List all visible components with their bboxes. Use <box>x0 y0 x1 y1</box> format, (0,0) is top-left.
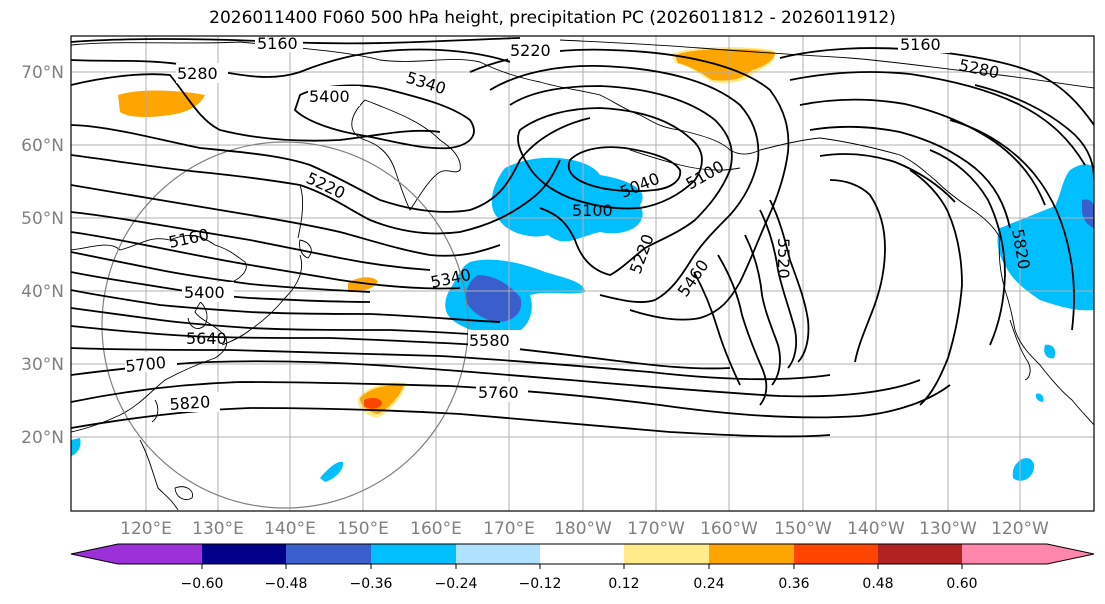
map-title: 2026011400 F060 500 hPa height, precipit… <box>209 8 896 28</box>
coast-aleutians <box>629 149 741 171</box>
map-frame <box>70 35 1095 512</box>
colorbar-extend-max <box>1047 544 1094 564</box>
colorbar-tick-label: 0.24 <box>693 576 724 592</box>
graticule <box>71 36 1094 511</box>
colorbar-tick-label: −0.48 <box>265 576 308 592</box>
coastlines <box>71 39 1094 511</box>
precip-royal-east <box>1082 199 1094 228</box>
precip-orange-ne <box>675 48 775 81</box>
lon-label: 140°E <box>264 519 316 539</box>
colorbar-tick-label: 0.60 <box>946 576 977 592</box>
lon-label: 180°W <box>554 519 612 539</box>
coast-hokkaido <box>299 239 312 259</box>
colorbar: −0.60 −0.48 −0.36 −0.24 −0.12 0.12 0.24 … <box>70 543 1095 592</box>
contour-label: 5160 <box>900 35 941 54</box>
colorbar-bin <box>962 544 1048 564</box>
contour-label: 5100 <box>572 201 613 220</box>
lon-label: 160°W <box>700 519 758 539</box>
contour-label: 5820 <box>169 392 211 414</box>
lat-label: 30°N <box>21 355 64 375</box>
precip-blue-small1 <box>1044 344 1056 359</box>
contour-label: 5700 <box>124 353 166 376</box>
coast-alaska-south <box>759 137 1001 239</box>
coast-taiwan <box>151 399 159 423</box>
precip-blue-small3 <box>320 461 344 482</box>
coast-baja <box>1009 319 1031 381</box>
colorbar-tick-label: −0.36 <box>350 576 393 592</box>
lat-axis: 70°N 60°N 50°N 40°N 30°N 20°N <box>21 63 64 448</box>
lon-label: 120°W <box>991 519 1049 539</box>
lon-label: 160°E <box>410 519 462 539</box>
colorbar-bin <box>624 544 710 564</box>
colorbar-outline <box>70 543 1095 565</box>
lon-label: 130°W <box>919 519 977 539</box>
coast-philippines <box>139 439 179 511</box>
precip-shading <box>71 46 1094 482</box>
coast-sakhalin <box>297 184 304 239</box>
lon-axis: 120°E 130°E 140°E 150°E 160°E 170°E 180°… <box>120 519 1049 539</box>
colorbar-bin <box>709 544 795 564</box>
precip-orange-nw <box>118 90 205 117</box>
lat-label: 70°N <box>21 63 64 83</box>
contour-label: 5280 <box>177 64 218 83</box>
boundary-circle <box>101 141 469 509</box>
lon-label: 140°W <box>847 519 905 539</box>
lon-label: 120°E <box>120 519 172 539</box>
precip-blue-west <box>71 438 81 456</box>
colorbar-bin <box>540 544 625 564</box>
height-contours <box>71 37 1094 438</box>
contour-label: 5220 <box>510 41 551 60</box>
precip-blue-central <box>491 157 643 242</box>
colorbar-bin <box>794 544 879 564</box>
contour-label: 5640 <box>186 329 227 348</box>
colorbar-bin <box>456 544 541 564</box>
contour-label: 5400 <box>309 87 350 106</box>
colorbar-tick-label: 0.36 <box>778 576 809 592</box>
contour-label: 5400 <box>184 283 225 302</box>
colorbar-bin <box>202 544 287 564</box>
colorbar-tick-label: 0.48 <box>862 576 893 592</box>
lon-label: 150°E <box>337 519 389 539</box>
lat-label: 40°N <box>21 282 64 302</box>
colorbar-tick-label: −0.60 <box>181 576 224 592</box>
coast-island-1 <box>174 486 193 500</box>
colorbar-bin <box>878 544 963 564</box>
precip-blue-small4 <box>1035 393 1044 402</box>
precip-red-south <box>364 397 382 409</box>
lat-label: 20°N <box>21 428 64 448</box>
coast-japan <box>221 254 303 346</box>
colorbar-tick-label: −0.24 <box>435 576 478 592</box>
coast-kamchatka <box>351 99 461 211</box>
lon-label: 130°E <box>192 519 244 539</box>
lon-label: 170°W <box>627 519 685 539</box>
colorbar-bin <box>118 544 203 564</box>
lat-label: 60°N <box>21 136 64 156</box>
colorbar-bin <box>371 544 457 564</box>
lat-label: 50°N <box>21 209 64 229</box>
contour-label: 5760 <box>478 383 519 402</box>
lon-label: 170°E <box>483 519 535 539</box>
contour-label: 5160 <box>257 34 298 53</box>
coast-alaska-north <box>559 39 1094 89</box>
contour-label: 5580 <box>469 331 510 350</box>
lon-label: 150°W <box>774 519 832 539</box>
contour-label-group: 5160 5220 5280 5400 5340 5220 5160 5400 … <box>124 34 1034 414</box>
colorbar-tick-label: 0.12 <box>608 576 639 592</box>
precip-royal-south <box>465 275 522 322</box>
colorbar-extend-min <box>71 544 118 564</box>
contour-label: 5520 <box>774 238 793 279</box>
colorbar-tick-label: −0.12 <box>519 576 562 592</box>
precip-blue-east <box>997 164 1094 311</box>
colorbar-bin <box>286 544 372 564</box>
precip-blue-small2 <box>1012 458 1035 481</box>
